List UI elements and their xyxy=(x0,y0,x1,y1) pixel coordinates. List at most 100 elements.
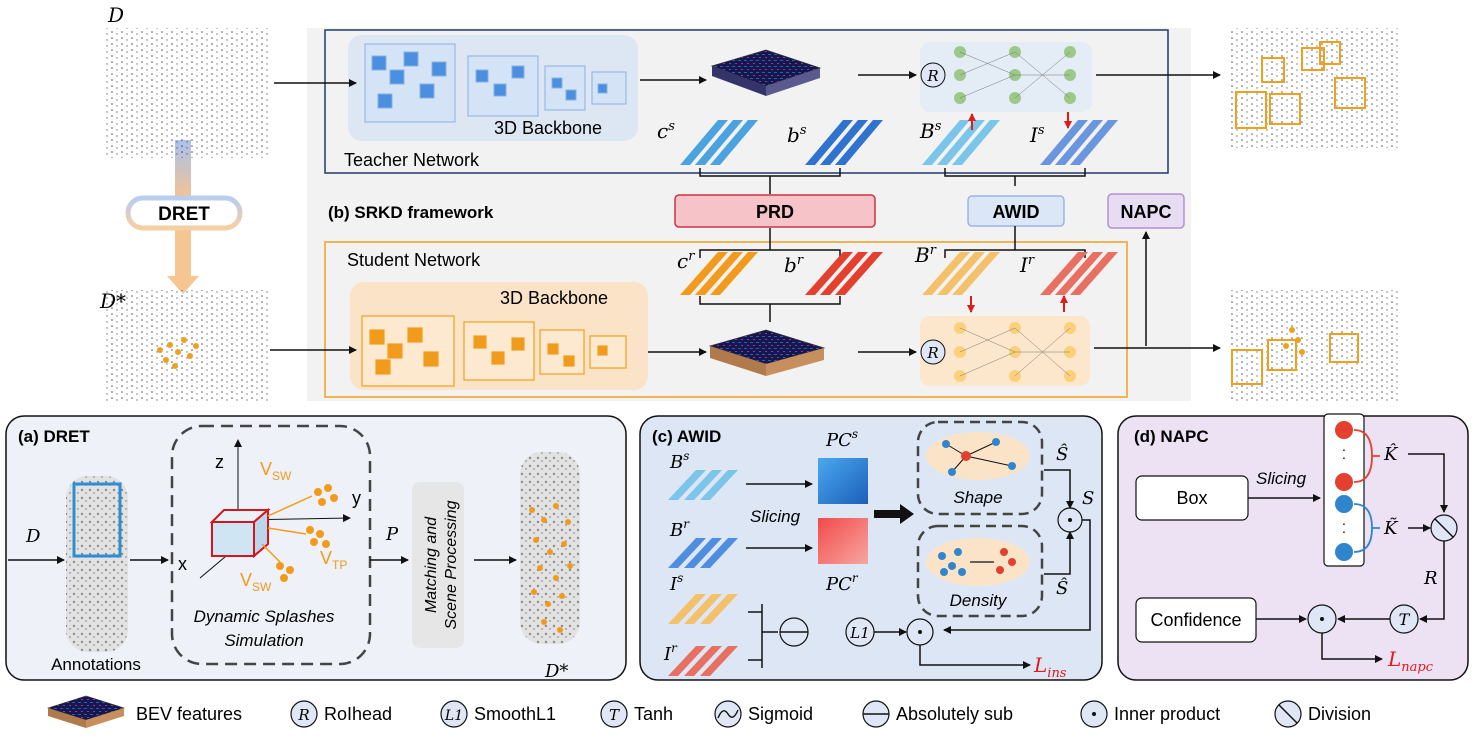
density-box xyxy=(916,524,1044,618)
legend-tanh: Tanh xyxy=(634,704,673,724)
legend-sigmoid: Sigmoid xyxy=(748,704,813,724)
legend-roihead-icon xyxy=(290,700,318,728)
density-graph xyxy=(938,548,1016,576)
napc-r-label: R xyxy=(1423,568,1438,589)
matching-line2: Scene Processing xyxy=(443,500,460,629)
sim-caption-line2: Simulation xyxy=(224,631,303,650)
teacher-cs-bars xyxy=(680,120,758,165)
augmented-point-cloud xyxy=(103,290,268,402)
shat-bottom-label: Ŝ xyxy=(1056,576,1068,599)
teacher-backbone-label: 3D Backbone xyxy=(494,118,602,138)
teacher-bev-feature xyxy=(710,49,822,96)
splash-points xyxy=(157,337,199,369)
svg-text:L1: L1 xyxy=(444,708,463,724)
svg-text:·: · xyxy=(1342,441,1347,457)
pcr-label: PCr xyxy=(825,571,859,595)
panel-a-p-label: P xyxy=(385,524,399,545)
student-output-cloud xyxy=(1228,290,1398,402)
student-Ir-label: Ir xyxy=(1019,253,1035,277)
vtp-label: VTP xyxy=(320,548,347,572)
vsw-label-top: VSW xyxy=(260,459,292,483)
awid-Br-bars xyxy=(668,538,738,568)
svg-text:AWID: AWID xyxy=(993,202,1040,222)
svg-text:·: · xyxy=(1342,523,1347,539)
student-br-bars xyxy=(805,252,883,295)
teacher-voxel-blocks xyxy=(364,43,627,123)
napc-slicing-label: Slicing xyxy=(1256,469,1307,488)
panel-d-title: (d) NAPC xyxy=(1134,427,1209,446)
dret-output-cloud xyxy=(520,452,580,644)
teacher-output-cloud xyxy=(1228,28,1398,148)
teacher-network-label: Teacher Network xyxy=(344,150,480,170)
legend-roihead: RoIhead xyxy=(324,704,392,724)
teacher-roi-icon xyxy=(920,62,946,88)
student-roi-icon xyxy=(920,339,946,365)
axis-y-label: y xyxy=(352,488,361,508)
svg-text:R: R xyxy=(926,344,938,362)
matching-line1: Matching and xyxy=(423,516,440,613)
axis-z-label: z xyxy=(215,452,224,472)
sim-caption-line1: Dynamic Splashes xyxy=(194,607,335,626)
student-backbone-label: 3D Backbone xyxy=(500,288,608,308)
shat-top-label: Ŝ xyxy=(1056,442,1068,465)
dret-arrow-head xyxy=(167,276,199,294)
shape-label: Shape xyxy=(953,488,1002,507)
teacher-bs-bars xyxy=(805,120,883,165)
annotations-label: Annotations xyxy=(51,655,141,674)
student-Ir-bars xyxy=(1040,252,1118,295)
awid-Ir-label: Ir xyxy=(663,641,678,665)
student-Br-bars xyxy=(922,252,1000,295)
awid-Bs-bars xyxy=(668,470,738,500)
student-output-boxes xyxy=(1231,333,1359,385)
loss-ins-label: Lins xyxy=(1033,653,1067,681)
svg-text:Confidence: Confidence xyxy=(1150,610,1241,630)
awid-slicing-label: Slicing xyxy=(750,507,801,526)
student-roihead-panel xyxy=(920,316,1090,386)
matching-box xyxy=(412,482,464,648)
annotation-box xyxy=(72,482,122,558)
svg-text:PRD: PRD xyxy=(756,202,794,222)
awid-Br-label: Br xyxy=(669,517,690,541)
svg-text:L1: L1 xyxy=(849,624,870,642)
awid-Is-bars xyxy=(668,594,738,624)
student-network-box xyxy=(324,241,1128,398)
svg-text:DRET: DRET xyxy=(158,204,210,225)
svg-text:·: · xyxy=(1342,515,1347,531)
ktilde-label: K̃ xyxy=(1383,517,1399,539)
framework-title: (b) SRKD framework xyxy=(328,203,494,222)
legend-bev-icon xyxy=(47,695,125,728)
legend-tanh-icon xyxy=(600,700,628,728)
teacher-cs-label: cs xyxy=(657,119,675,143)
student-br-label: br xyxy=(784,253,804,277)
svg-text:NAPC: NAPC xyxy=(1120,202,1171,222)
panel-a-dstar-label: D* xyxy=(544,661,568,682)
svg-text:Box: Box xyxy=(1176,488,1207,508)
teacher-prd-brace xyxy=(699,168,841,186)
khat-label: K̂ xyxy=(1383,443,1399,465)
panel-c-awid xyxy=(639,415,1103,681)
napc-box xyxy=(1107,193,1185,229)
svg-text:T: T xyxy=(1399,610,1411,629)
legend-abs-sub: Absolutely sub xyxy=(896,704,1013,724)
s-label: S xyxy=(1082,488,1094,509)
awid-box xyxy=(967,195,1065,227)
teacher-Is-label: Is xyxy=(1029,123,1045,147)
confidence-node xyxy=(1135,597,1257,643)
vsw-label-bottom: VSW xyxy=(240,570,272,594)
legend: BEV features R RoIhead L1 SmoothL1 T Tan… xyxy=(47,695,1371,728)
teacher-bs-label: bs xyxy=(787,123,807,147)
input-d-label: D xyxy=(107,3,124,27)
legend-bev: BEV features xyxy=(136,704,242,724)
panel-a-d-label: D xyxy=(25,526,41,547)
panel-a-title: (a) DRET xyxy=(18,427,90,446)
awid-Is-label: Is xyxy=(669,571,683,595)
input-point-cloud xyxy=(105,28,270,158)
density-label: Density xyxy=(950,591,1008,610)
teacher-Bs-bars xyxy=(922,120,1000,165)
prd-box xyxy=(674,194,876,228)
teacher-awid-brace xyxy=(944,168,1086,186)
legend-division: Division xyxy=(1308,704,1371,724)
student-cr-label: cr xyxy=(677,249,695,273)
splash-simulation-box xyxy=(170,424,372,666)
